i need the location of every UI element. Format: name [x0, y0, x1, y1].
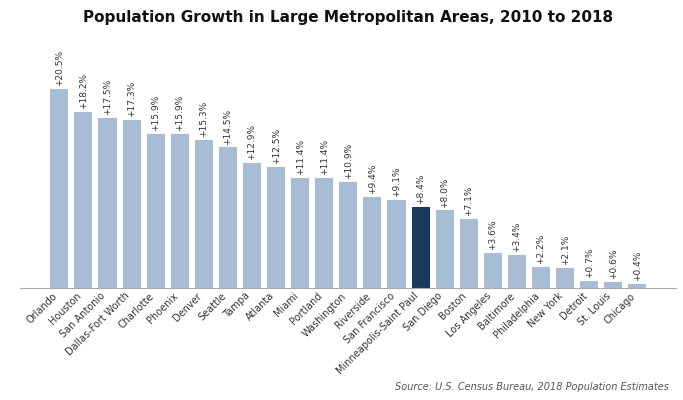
Bar	[436, 210, 454, 288]
Bar	[484, 253, 502, 288]
Bar	[122, 120, 141, 288]
Bar	[171, 134, 189, 288]
Text: +0.7%: +0.7%	[585, 248, 594, 278]
Text: +18.2%: +18.2%	[79, 72, 88, 109]
Text: +0.6%: +0.6%	[609, 249, 617, 279]
Text: +3.6%: +3.6%	[488, 220, 497, 250]
Text: +2.2%: +2.2%	[537, 234, 546, 264]
Bar	[195, 140, 213, 288]
Bar	[532, 267, 550, 288]
Bar	[219, 148, 237, 288]
Bar	[339, 182, 357, 288]
Bar	[316, 178, 333, 288]
Text: +10.9%: +10.9%	[344, 143, 353, 180]
Bar	[267, 167, 285, 288]
Bar	[628, 284, 646, 288]
Bar	[51, 89, 68, 288]
Title: Population Growth in Large Metropolitan Areas, 2010 to 2018: Population Growth in Large Metropolitan …	[83, 10, 613, 25]
Bar	[147, 134, 165, 288]
Text: +15.9%: +15.9%	[151, 95, 160, 131]
Bar	[604, 282, 622, 288]
Bar	[74, 112, 92, 288]
Text: +3.4%: +3.4%	[512, 222, 521, 252]
Text: Source: U.S. Census Bureau, 2018 Population Estimates: Source: U.S. Census Bureau, 2018 Populat…	[395, 382, 669, 392]
Text: +17.5%: +17.5%	[103, 79, 112, 116]
Text: +14.5%: +14.5%	[223, 108, 232, 144]
Bar	[556, 268, 574, 288]
Text: +15.3%: +15.3%	[199, 100, 208, 137]
Bar	[387, 200, 406, 288]
Text: +9.4%: +9.4%	[368, 164, 377, 194]
Text: +0.4%: +0.4%	[633, 251, 642, 281]
Bar	[291, 178, 309, 288]
Bar	[412, 206, 430, 288]
Text: +11.4%: +11.4%	[296, 138, 305, 174]
Text: +15.9%: +15.9%	[176, 95, 184, 131]
Bar	[243, 163, 261, 288]
Text: +17.3%: +17.3%	[127, 81, 136, 118]
Text: +12.5%: +12.5%	[272, 128, 281, 164]
Text: +9.1%: +9.1%	[392, 166, 401, 197]
Bar	[460, 219, 478, 288]
Bar	[363, 197, 381, 288]
Bar	[508, 255, 526, 288]
Bar	[580, 281, 598, 288]
Text: +8.4%: +8.4%	[416, 173, 425, 204]
Text: +7.1%: +7.1%	[464, 186, 473, 216]
Text: +12.9%: +12.9%	[247, 124, 257, 160]
Text: +20.5%: +20.5%	[55, 50, 64, 86]
Text: +2.1%: +2.1%	[561, 234, 570, 265]
Text: +11.4%: +11.4%	[320, 138, 329, 174]
Bar	[98, 118, 117, 288]
Text: +8.0%: +8.0%	[440, 177, 449, 208]
